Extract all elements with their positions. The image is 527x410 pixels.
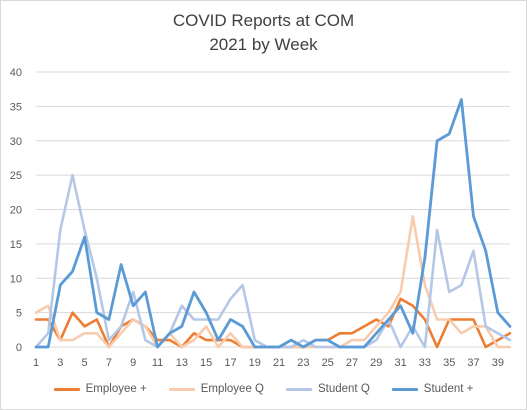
x-tick-label: 39 bbox=[492, 357, 504, 369]
x-tick-label: 19 bbox=[249, 357, 261, 369]
x-tick-label: 9 bbox=[130, 357, 136, 369]
x-tick-label: 3 bbox=[57, 357, 63, 369]
legend-label: Student Q bbox=[317, 383, 370, 395]
legend-item: Student Q bbox=[285, 383, 370, 395]
gridlines bbox=[36, 71, 510, 348]
y-tick-label: 10 bbox=[10, 273, 22, 285]
legend: Employee + Employee Q Student Q Student + bbox=[0, 383, 527, 395]
legend-swatch bbox=[168, 387, 195, 391]
series-lines bbox=[34, 98, 512, 349]
x-tick-label: 13 bbox=[176, 357, 188, 369]
series-line-employee bbox=[34, 297, 512, 349]
legend-swatch bbox=[53, 387, 80, 391]
chart-subtitle: 2021 by Week bbox=[209, 35, 318, 54]
series-line-student bbox=[34, 98, 512, 349]
y-tick-label: 35 bbox=[10, 101, 22, 113]
chart-title: COVID Reports at COM bbox=[172, 11, 355, 30]
x-tick-label: 11 bbox=[152, 357, 163, 369]
legend-item: Employee + bbox=[53, 383, 147, 395]
x-tick-label: 35 bbox=[443, 357, 455, 369]
x-tick-label: 29 bbox=[370, 357, 382, 369]
x-tick-label: 17 bbox=[224, 357, 236, 369]
y-tick-label: 15 bbox=[10, 239, 22, 251]
y-tick-label: 40 bbox=[10, 67, 22, 79]
x-tick-label: 31 bbox=[394, 357, 406, 369]
y-tick-label: 25 bbox=[10, 170, 22, 182]
y-tick-label: 5 bbox=[16, 308, 22, 320]
x-tick-label: 23 bbox=[297, 357, 309, 369]
y-tick-label: 30 bbox=[10, 136, 22, 148]
x-tick-label: 5 bbox=[82, 357, 88, 369]
legend-item: Employee Q bbox=[168, 383, 264, 395]
x-tick-label: 7 bbox=[106, 357, 112, 369]
legend-item: Student + bbox=[391, 383, 474, 395]
x-tick-label: 15 bbox=[200, 357, 212, 369]
x-tick-label: 27 bbox=[346, 357, 358, 369]
x-tick-label: 37 bbox=[467, 357, 479, 369]
x-tick-label: 33 bbox=[419, 357, 431, 369]
x-tick-label: 21 bbox=[273, 357, 285, 369]
legend-label: Employee Q bbox=[200, 383, 264, 395]
y-axis-tick-labels: 0 5 10 15 20 25 30 35 40 bbox=[10, 67, 22, 354]
legend-label: Employee + bbox=[85, 383, 147, 395]
x-tick-label: 25 bbox=[322, 357, 334, 369]
legend-swatch bbox=[391, 387, 418, 391]
x-axis-tick-labels: 1 3 5 7 9 11 13 15 17 19 21 23 25 27 29 31 33 35 37 39 bbox=[33, 357, 504, 369]
y-tick-label: 0 bbox=[16, 342, 22, 354]
x-tick-label: 1 bbox=[33, 357, 39, 369]
y-tick-label: 20 bbox=[10, 205, 22, 217]
legend-label: Student + bbox=[423, 383, 474, 395]
series-line-student-q bbox=[34, 173, 512, 349]
legend-swatch bbox=[285, 387, 312, 391]
